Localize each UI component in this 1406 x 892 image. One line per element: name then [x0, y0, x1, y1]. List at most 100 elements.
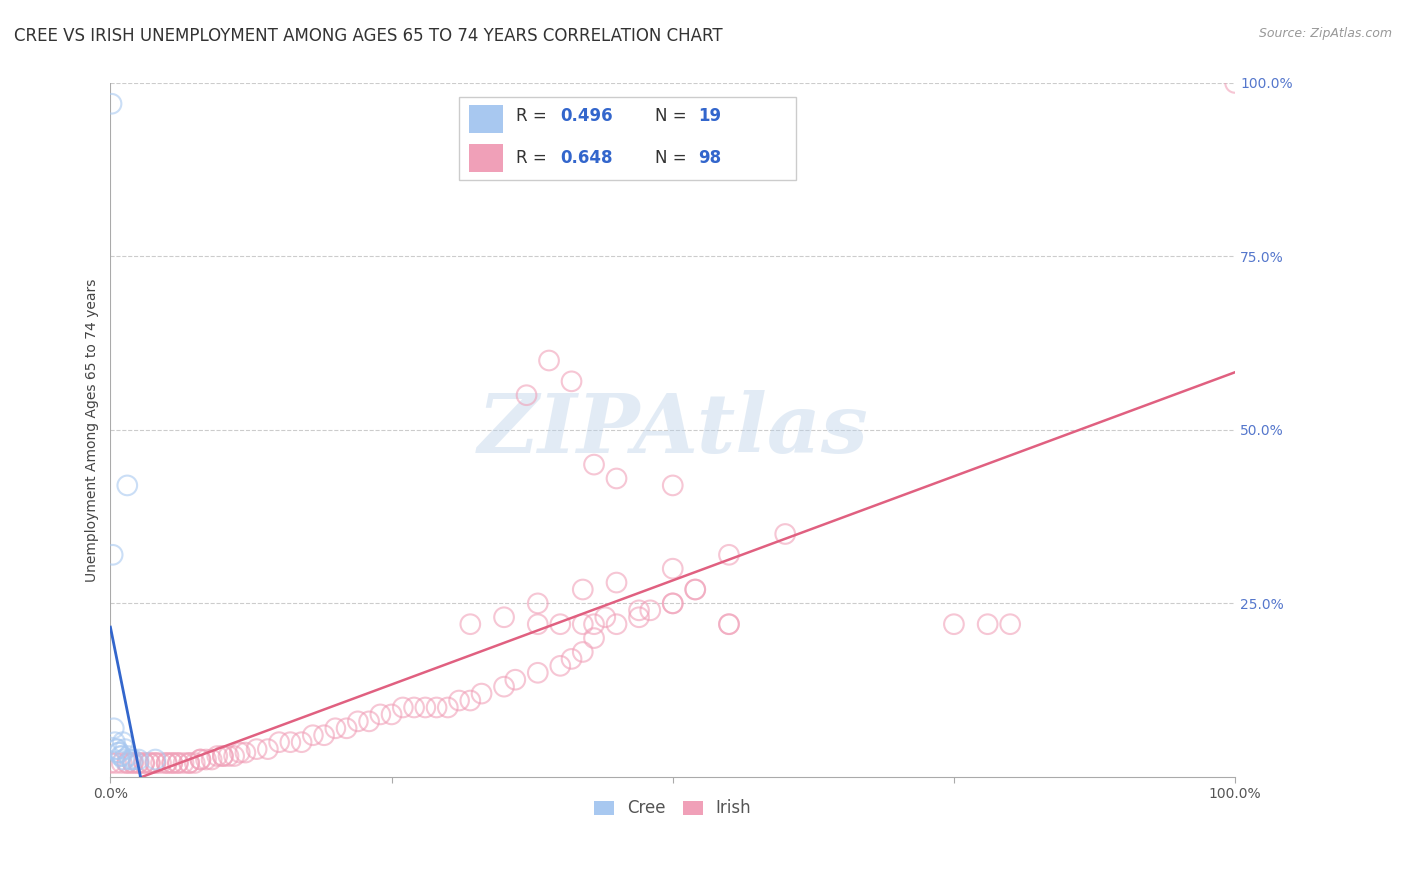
- Point: [103, 721, 125, 735]
- Point: [717, 617, 740, 632]
- Point: [207, 749, 229, 764]
- Point: [582, 617, 605, 632]
- Point: [128, 756, 150, 770]
- Point: [998, 617, 1021, 632]
- Point: [571, 582, 593, 597]
- Point: [122, 756, 145, 770]
- Point: [560, 374, 582, 388]
- Point: [548, 658, 571, 673]
- Point: [224, 749, 246, 764]
- Point: [145, 752, 167, 766]
- Point: [134, 756, 156, 770]
- Point: [1223, 76, 1246, 90]
- Text: CREE VS IRISH UNEMPLOYMENT AMONG AGES 65 TO 74 YEARS CORRELATION CHART: CREE VS IRISH UNEMPLOYMENT AMONG AGES 65…: [14, 27, 723, 45]
- Point: [381, 707, 404, 722]
- Point: [526, 665, 548, 680]
- Point: [156, 756, 179, 770]
- Point: [120, 752, 142, 766]
- Point: [717, 548, 740, 562]
- Point: [942, 617, 965, 632]
- Point: [492, 610, 515, 624]
- Point: [605, 575, 627, 590]
- Point: [117, 756, 139, 770]
- Point: [167, 756, 190, 770]
- Point: [314, 728, 336, 742]
- Point: [122, 756, 145, 770]
- Point: [179, 756, 201, 770]
- Point: [128, 752, 150, 766]
- Point: [661, 596, 683, 610]
- Point: [717, 617, 740, 632]
- Point: [122, 752, 145, 766]
- Point: [392, 700, 415, 714]
- Point: [128, 756, 150, 770]
- Point: [280, 735, 302, 749]
- Point: [593, 610, 616, 624]
- Point: [111, 756, 134, 770]
- Point: [246, 742, 269, 756]
- Point: [150, 756, 173, 770]
- Point: [460, 693, 482, 707]
- Point: [212, 749, 235, 764]
- Point: [426, 700, 449, 714]
- Point: [560, 652, 582, 666]
- Point: [449, 693, 471, 707]
- Point: [195, 752, 218, 766]
- Text: Source: ZipAtlas.com: Source: ZipAtlas.com: [1258, 27, 1392, 40]
- Point: [661, 596, 683, 610]
- Point: [110, 749, 132, 764]
- Point: [269, 735, 291, 749]
- Point: [537, 353, 560, 368]
- Point: [605, 471, 627, 485]
- Point: [145, 756, 167, 770]
- Point: [100, 756, 122, 770]
- Point: [257, 742, 280, 756]
- Point: [627, 603, 650, 617]
- Point: [162, 756, 184, 770]
- Point: [325, 721, 347, 735]
- Y-axis label: Unemployment Among Ages 65 to 74 years: Unemployment Among Ages 65 to 74 years: [86, 278, 100, 582]
- Point: [134, 756, 156, 770]
- Point: [235, 746, 257, 760]
- Point: [139, 756, 162, 770]
- Point: [117, 756, 139, 770]
- Point: [683, 582, 706, 597]
- Point: [370, 707, 392, 722]
- Point: [104, 735, 127, 749]
- Point: [117, 749, 139, 764]
- Point: [190, 752, 212, 766]
- Point: [111, 749, 134, 764]
- Point: [526, 596, 548, 610]
- Point: [173, 756, 195, 770]
- Point: [179, 756, 201, 770]
- Point: [359, 714, 381, 729]
- Point: [107, 746, 129, 760]
- Point: [105, 742, 128, 756]
- Point: [212, 749, 235, 764]
- Point: [548, 617, 571, 632]
- Point: [661, 478, 683, 492]
- Point: [515, 388, 537, 402]
- Point: [162, 756, 184, 770]
- Point: [105, 756, 128, 770]
- Point: [582, 458, 605, 472]
- Point: [190, 752, 212, 766]
- Point: [571, 645, 593, 659]
- Point: [683, 582, 706, 597]
- Point: [571, 617, 593, 632]
- Point: [108, 746, 131, 760]
- Point: [201, 752, 224, 766]
- Point: [100, 96, 122, 111]
- Point: [112, 752, 135, 766]
- Point: [437, 700, 460, 714]
- Point: [460, 617, 482, 632]
- Point: [291, 735, 314, 749]
- Point: [114, 742, 136, 756]
- Point: [139, 756, 162, 770]
- Text: ZIPAtlas: ZIPAtlas: [477, 390, 868, 470]
- Point: [638, 603, 661, 617]
- Point: [184, 756, 207, 770]
- Legend: Cree, Irish: Cree, Irish: [588, 793, 758, 824]
- Point: [605, 617, 627, 632]
- Point: [582, 631, 605, 645]
